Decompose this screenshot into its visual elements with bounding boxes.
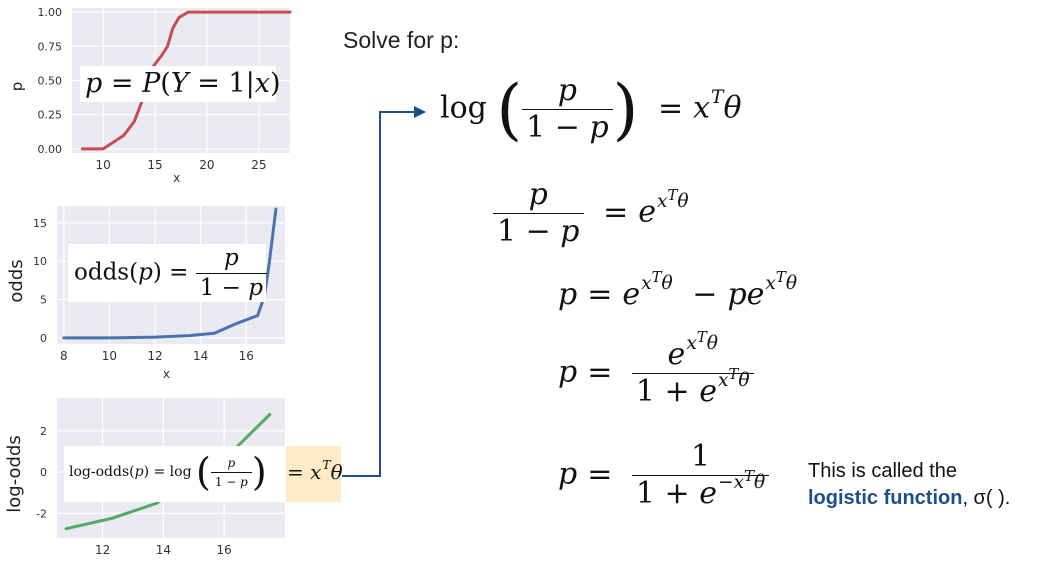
equation-3: p = exTθ − pexTθ (558, 267, 798, 312)
y-tick-label: 0 (40, 466, 47, 479)
y-tick-label: 0 (40, 332, 47, 345)
xtheta-term: = xTθ (287, 457, 343, 484)
x-axis-label: x (163, 367, 170, 381)
x-axis-label: x (173, 171, 180, 185)
x-tick-label: 10 (102, 349, 117, 363)
x-tick-label: 16 (217, 543, 232, 557)
x-tick-label: 20 (199, 158, 214, 172)
p-definition-formula: p = P(Y = 1|x) (85, 68, 281, 99)
x-tick-label: 16 (239, 349, 254, 363)
y-tick-label: 0.50 (38, 75, 63, 88)
arrowhead-icon (414, 106, 426, 118)
x-tick-label: 14 (156, 543, 171, 557)
y-tick-label: 15 (33, 217, 47, 230)
logistic-function-term: logistic function (808, 487, 963, 509)
equation-4: p = exTθ 1 + exTθ (558, 329, 754, 407)
y-tick-label: 5 (40, 294, 47, 307)
y-tick-label: -2 (36, 507, 47, 520)
solve-title: Solve for p: (343, 27, 460, 53)
p-definition-box (80, 66, 276, 102)
y-tick-label: 10 (33, 255, 47, 268)
logistic-note: This is called the logistic function, σ(… (808, 458, 1010, 512)
x-tick-label: 10 (96, 158, 111, 172)
y-tick-label: 2 (40, 425, 47, 438)
x-tick-label: 14 (193, 349, 208, 363)
log-odds-definition-formula: log-odds(p) = log (p 1 − p) (69, 450, 267, 494)
log-odds-definition-box (64, 446, 286, 502)
y-tick-label: 0.25 (38, 109, 63, 122)
y-tick-label: 0.00 (38, 143, 63, 156)
x-tick-label: 15 (147, 158, 162, 172)
y-axis-label: p (8, 82, 26, 92)
y-tick-label: 1.00 (38, 6, 63, 19)
series-line (62, 207, 278, 340)
x-tick-label: 12 (95, 543, 110, 557)
y-axis-label: log-odds (4, 435, 25, 513)
note-line-2: logistic function, σ( ). (808, 485, 1010, 512)
note-line-1: This is called the (808, 460, 957, 482)
x-tick-label: 25 (251, 158, 266, 172)
xtheta-highlight (286, 446, 341, 502)
x-tick-label: 8 (60, 349, 68, 363)
note-suffix: , σ( ). (962, 487, 1011, 509)
y-tick-label: 0.75 (38, 40, 63, 53)
x-tick-label: 12 (147, 349, 162, 363)
y-axis-label: odds (6, 259, 27, 302)
equation-1: log (p 1 − p) = xTθ (440, 70, 742, 148)
connector-arrow (342, 111, 414, 477)
